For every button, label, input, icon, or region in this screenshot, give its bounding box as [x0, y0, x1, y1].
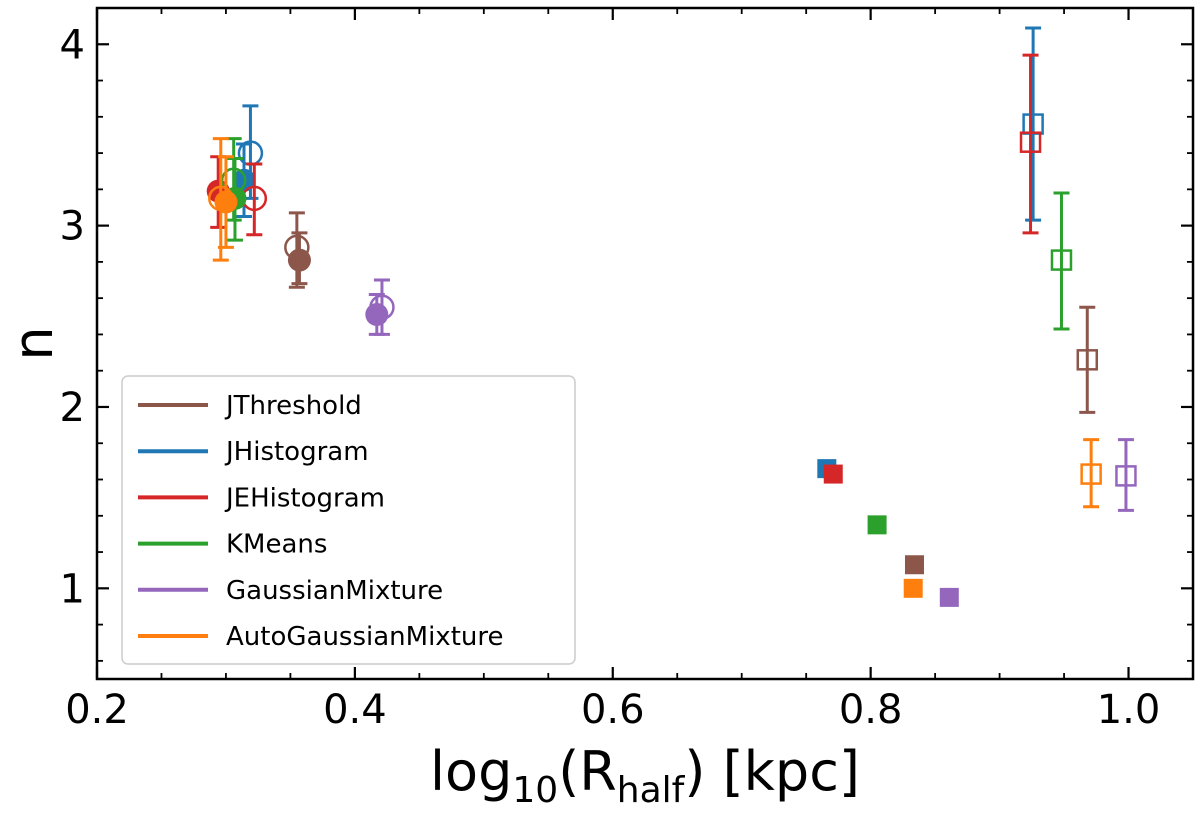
x-axis-label-part: (R	[558, 740, 617, 803]
error-bar	[288, 211, 305, 289]
error-bar	[212, 137, 229, 262]
point-GaussianMixture-open-square	[1115, 465, 1137, 487]
point-AutoGaussianMixture-open-circle	[208, 185, 234, 212]
y-tick-label: 2	[60, 385, 85, 431]
axes: 0.2 0.4 0.6 0.8 1.0 1 2 3 4 log10(Rhalf) [kpc] n	[2, 6, 1195, 811]
legend-item: JEHistogram	[138, 483, 385, 513]
y-axis-label: n	[2, 326, 65, 360]
x-tick-label: 0.8	[839, 687, 903, 733]
legend-label: JEHistogram	[224, 483, 385, 513]
legend-item: JHistogram	[138, 437, 369, 467]
x-tick-label: 1.0	[1097, 687, 1161, 733]
point-JThreshold-open-circle	[284, 234, 310, 261]
x-axis-label-subscript: 10	[512, 770, 558, 811]
x-axis-label: log10(Rhalf) [kpc]	[430, 740, 860, 811]
legend-box	[121, 375, 576, 665]
y-tick-label: 3	[60, 204, 85, 250]
x-axis-label-part: log	[430, 740, 512, 803]
legend-label: GaussianMixture	[226, 576, 443, 606]
x-tick-label: 0.6	[581, 687, 645, 733]
legend-item: GaussianMixture	[138, 576, 443, 606]
legend-item: JThreshold	[138, 391, 362, 421]
data-marks	[206, 26, 1137, 607]
error-bar	[373, 278, 390, 336]
point-GaussianMixture-filled-circle	[365, 302, 389, 326]
error-bar	[1117, 438, 1134, 512]
x-axis-label-part: ) [kpc]	[684, 740, 860, 803]
y-tick-label: 1	[60, 566, 85, 612]
error-bar	[1053, 191, 1070, 331]
error-bar	[1083, 438, 1100, 509]
legend-label: AutoGaussianMixture	[226, 622, 503, 652]
legend-label: KMeans	[226, 530, 327, 560]
plot-frame	[95, 6, 1195, 681]
point-AutoGaussianMixture-filled-square	[903, 578, 923, 598]
point-GaussianMixture-open-circle	[369, 294, 395, 320]
legend-label: JHistogram	[224, 437, 369, 467]
error-bar	[1025, 26, 1042, 222]
legend-label: JThreshold	[224, 391, 362, 421]
legend: JThreshold JHistogram JEHistogram KMeans Gau…	[121, 375, 576, 665]
x-axis-label-subscript: half	[617, 770, 686, 811]
error-bar	[1079, 305, 1096, 414]
point-GaussianMixture-filled-square	[939, 587, 959, 607]
legend-item: AutoGaussianMixture	[138, 622, 503, 652]
y-tick-label: 4	[60, 22, 85, 68]
error-bar	[246, 162, 263, 237]
x-tick-label: 0.4	[323, 687, 387, 733]
point-JEHistogram-open-square	[1019, 131, 1042, 153]
point-KMeans-open-square	[1050, 249, 1073, 271]
point-KMeans-filled-square	[867, 515, 887, 535]
point-JEHistogram-filled-square	[823, 464, 843, 484]
legend-item: KMeans	[138, 530, 327, 560]
point-JThreshold-open-square	[1076, 349, 1099, 371]
point-AutoGaussianMixture-open-square	[1080, 463, 1102, 485]
point-JThreshold-filled-square	[904, 555, 924, 575]
error-bar	[1022, 53, 1039, 235]
x-tick-label: 0.2	[65, 687, 129, 733]
